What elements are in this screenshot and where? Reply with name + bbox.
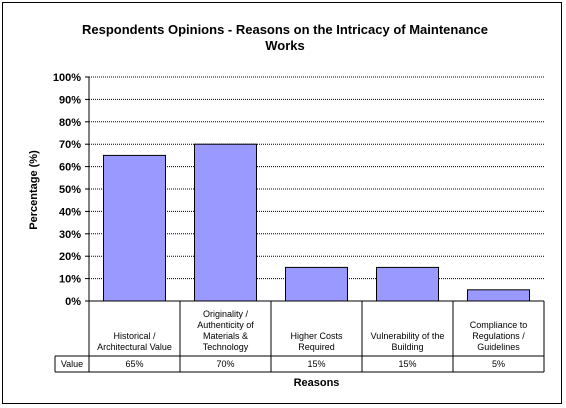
category-label: Higher Costs Required bbox=[290, 331, 343, 352]
bar bbox=[194, 143, 257, 302]
y-tick-label: 70% bbox=[59, 139, 81, 151]
y-tick-label: 10% bbox=[59, 274, 81, 286]
y-tick-label: 30% bbox=[59, 229, 81, 241]
category-label: Vulnerability of the Building bbox=[371, 331, 445, 352]
bar bbox=[467, 289, 530, 302]
table-value: 15% bbox=[398, 359, 416, 369]
y-tick-label: 100% bbox=[53, 72, 81, 84]
y-tick-label: 80% bbox=[59, 117, 81, 129]
x-axis-label: Reasons bbox=[293, 377, 340, 389]
table-series-name: Value bbox=[61, 359, 83, 369]
category-label: Originality / Authenticity of Materials & T… bbox=[197, 309, 254, 352]
y-tick-label: 0% bbox=[65, 296, 81, 308]
y-tick-label: 90% bbox=[59, 94, 81, 106]
chart-title: Respondents Opinions - Reasons on the In… bbox=[82, 22, 488, 53]
bar bbox=[376, 266, 439, 302]
y-tick-label: 20% bbox=[59, 251, 81, 263]
bar bbox=[103, 154, 166, 302]
y-tick-label: 60% bbox=[59, 162, 81, 174]
y-tick-label: 40% bbox=[59, 206, 81, 218]
category-label: Historical / Architectural Value bbox=[97, 331, 172, 352]
table-value: 15% bbox=[307, 359, 325, 369]
table-value: 65% bbox=[125, 359, 143, 369]
table-value: 70% bbox=[216, 359, 234, 369]
bar bbox=[285, 266, 348, 302]
category-label: Compliance to Regulations / Guidelines bbox=[470, 320, 528, 352]
y-tick-label: 50% bbox=[59, 184, 81, 196]
table-value: 5% bbox=[492, 359, 505, 369]
